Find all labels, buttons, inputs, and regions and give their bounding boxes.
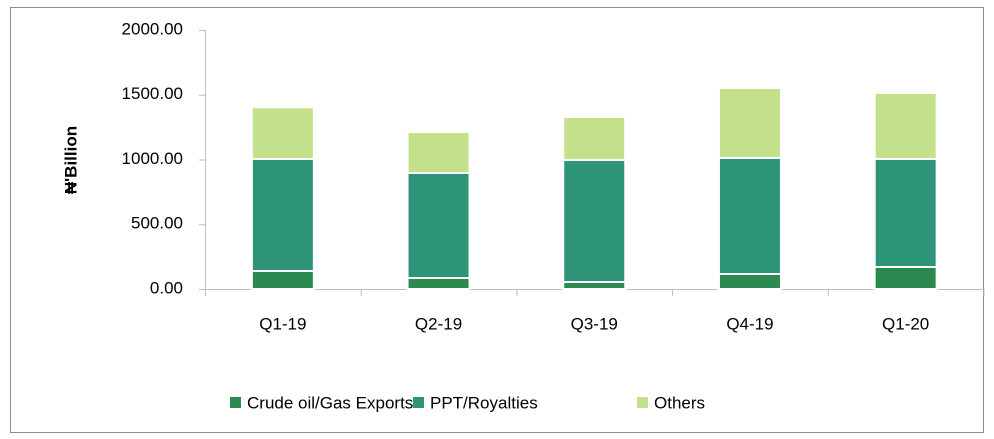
x-tick-label: Q4-19 [726, 314, 773, 333]
bar-segment [562, 116, 627, 162]
bar-segment [250, 157, 315, 272]
legend-swatch [637, 397, 648, 408]
bar-segment [873, 91, 938, 160]
bar-segment [873, 265, 938, 290]
y-tick-label: 500.00 [131, 214, 183, 233]
bar-segment [873, 157, 938, 268]
x-tick-label: Q1-20 [882, 314, 929, 333]
legend-label: Others [654, 393, 705, 412]
bar-segment [250, 106, 315, 160]
bar-segment [250, 269, 315, 291]
chart-frame [10, 7, 984, 433]
y-tick-label: 0.00 [150, 278, 183, 297]
y-tick-label: 1500.00 [122, 84, 183, 103]
legend-swatch [230, 397, 241, 408]
x-tick-label: Q2-19 [415, 314, 462, 333]
y-tick-label: 1000.00 [122, 149, 183, 168]
legend-label: PPT/Royalties [430, 393, 538, 412]
bar-segment [406, 171, 471, 279]
bar-segment [717, 156, 782, 275]
x-tick-label: Q1-19 [259, 314, 306, 333]
bar-segment [406, 276, 471, 290]
bar-segment [717, 87, 782, 159]
bar-segment [717, 272, 782, 290]
y-axis-label: ₦'Billion [61, 126, 80, 194]
x-tick-label: Q3-19 [571, 314, 618, 333]
y-tick-label: 2000.00 [122, 19, 183, 38]
legend-swatch [413, 397, 424, 408]
legend-label: Crude oil/Gas Exports [247, 393, 413, 412]
bar-segment [562, 159, 627, 284]
bar-segment [562, 281, 627, 290]
bar-segment [406, 131, 471, 174]
